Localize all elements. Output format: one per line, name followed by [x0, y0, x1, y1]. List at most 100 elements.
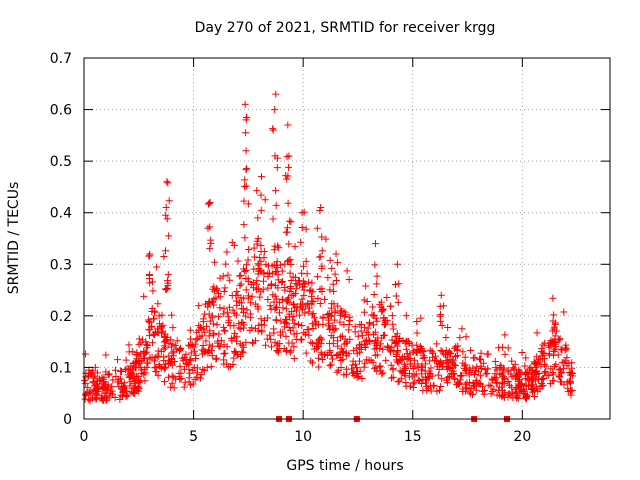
data-point: [373, 272, 381, 280]
data-point: [370, 291, 378, 299]
data-point: [350, 372, 358, 380]
data-point: [477, 380, 485, 388]
data-point: [205, 199, 213, 207]
data-point: [284, 224, 292, 232]
data-point: [365, 337, 373, 345]
data-point: [475, 368, 483, 376]
data-point: [376, 363, 384, 371]
data-point: [342, 370, 350, 378]
data-point: [316, 300, 324, 308]
data-point: [242, 286, 250, 294]
data-point: [405, 339, 413, 347]
data-point: [524, 382, 532, 390]
data-point: [275, 244, 283, 252]
data-point: [410, 378, 418, 386]
data-point: [360, 363, 368, 371]
data-point: [551, 363, 559, 371]
data-point: [216, 274, 224, 282]
data-point: [156, 362, 164, 370]
data-point: [567, 369, 575, 377]
data-point: [326, 256, 334, 264]
data-point: [392, 292, 400, 300]
data-point: [162, 247, 170, 255]
data-point: [446, 364, 454, 372]
data-point: [272, 267, 280, 275]
data-point: [242, 147, 250, 155]
data-point: [274, 340, 282, 348]
data-point: [272, 316, 280, 324]
data-point: [384, 342, 392, 350]
data-point: [81, 376, 89, 384]
data-point: [442, 357, 450, 365]
data-point: [89, 367, 97, 375]
data-point: [103, 396, 111, 404]
data-point: [346, 313, 354, 321]
data-point: [199, 325, 207, 333]
data-point: [206, 245, 214, 253]
data-point: [274, 284, 282, 292]
data-point: [215, 313, 223, 321]
data-point: [116, 375, 124, 383]
data-point: [272, 187, 280, 195]
data-point: [508, 373, 516, 381]
data-point: [442, 351, 450, 359]
data-point: [302, 349, 310, 357]
data-point: [244, 256, 252, 264]
data-point: [366, 338, 374, 346]
data-point: [248, 293, 256, 301]
data-point: [371, 365, 379, 373]
data-point: [204, 224, 212, 232]
data-point: [409, 383, 417, 391]
data-point: [207, 363, 215, 371]
data-point: [292, 335, 300, 343]
data-point: [186, 369, 194, 377]
data-point: [114, 356, 122, 364]
data-point: [91, 372, 99, 380]
data-point: [320, 351, 328, 359]
data-point: [153, 263, 161, 271]
data-point: [260, 317, 268, 325]
data-point: [529, 377, 537, 385]
data-point: [540, 369, 548, 377]
data-point: [151, 308, 159, 316]
data-point: [215, 342, 223, 350]
data-point: [326, 347, 334, 355]
data-point: [314, 354, 322, 362]
data-point: [530, 392, 538, 400]
data-point: [283, 320, 291, 328]
y-tick-label: 0.3: [50, 257, 72, 273]
data-point: [162, 204, 170, 212]
data-point: [380, 314, 388, 322]
data-point: [318, 233, 326, 241]
data-point: [163, 215, 171, 223]
data-point: [205, 332, 213, 340]
data-point: [122, 356, 130, 364]
data-point: [167, 383, 175, 391]
data-point: [210, 301, 218, 309]
data-point: [482, 370, 490, 378]
data-point: [389, 373, 397, 381]
data-point: [434, 371, 442, 379]
data-point: [253, 187, 261, 195]
data-point: [357, 327, 365, 335]
data-point: [230, 347, 238, 355]
data-point: [240, 324, 248, 332]
data-point: [313, 224, 321, 232]
data-point: [130, 362, 138, 370]
data-point: [282, 332, 290, 340]
data-point: [237, 352, 245, 360]
data-point: [303, 325, 311, 333]
data-point: [444, 363, 452, 371]
data-point: [466, 378, 474, 386]
data-point: [305, 308, 313, 316]
data-point: [291, 243, 299, 251]
data-point: [146, 250, 154, 258]
data-point: [356, 321, 364, 329]
data-point: [301, 330, 309, 338]
data-point: [273, 347, 281, 355]
data-point: [286, 217, 294, 225]
data-point: [373, 280, 381, 288]
data-point: [444, 324, 452, 332]
data-point: [459, 348, 467, 356]
